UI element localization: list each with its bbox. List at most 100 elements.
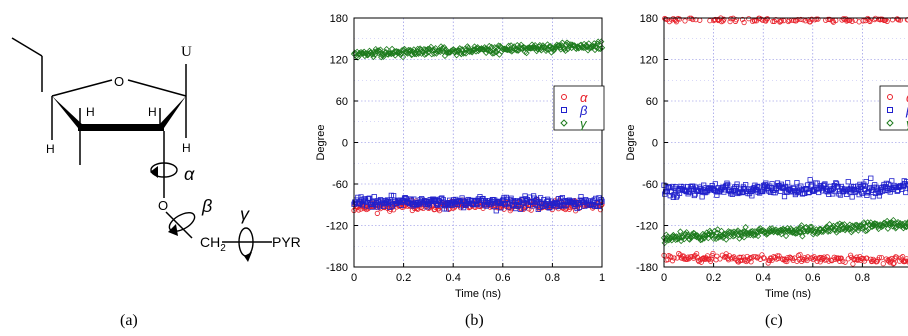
data-point <box>784 258 790 265</box>
data-point <box>729 191 736 197</box>
data-point <box>876 254 882 261</box>
data-point <box>464 43 471 50</box>
data-point <box>754 183 760 190</box>
data-point <box>886 181 892 187</box>
y-tick-label: 180 <box>640 13 658 25</box>
data-point <box>883 217 891 225</box>
data-point <box>904 219 908 226</box>
y-tick-label: -180 <box>326 262 348 274</box>
data-point <box>879 255 885 261</box>
data-point <box>710 235 717 242</box>
series-2 <box>661 175 908 200</box>
y-tick-label: 120 <box>330 55 348 67</box>
data-point <box>807 19 813 25</box>
data-point <box>662 189 669 195</box>
data-point <box>860 18 866 24</box>
data-point <box>842 259 848 265</box>
data-point <box>487 47 494 55</box>
base-label: U <box>181 44 192 60</box>
data-point <box>578 194 584 200</box>
data-point <box>865 189 872 195</box>
data-point <box>845 179 851 185</box>
alpha-rotation-arrow <box>150 162 178 178</box>
data-point <box>716 233 723 240</box>
data-point <box>889 223 896 230</box>
legend-label: γ <box>906 116 908 131</box>
legend-marker <box>560 119 568 127</box>
backbone-oxygen-label: O <box>158 198 168 213</box>
data-point <box>795 16 801 23</box>
data-point <box>838 255 844 261</box>
data-point <box>832 224 839 231</box>
data-point <box>785 255 791 261</box>
data-point <box>595 45 603 53</box>
data-point <box>411 196 417 202</box>
x-tick-label: 0 <box>661 272 667 284</box>
data-point <box>844 18 850 24</box>
data-point <box>813 230 821 237</box>
data-point <box>688 231 696 238</box>
data-point <box>708 258 714 264</box>
data-point <box>904 220 908 228</box>
data-point <box>769 227 777 234</box>
ring-bold-bottom <box>78 124 164 131</box>
data-point <box>782 232 790 240</box>
data-point <box>739 257 745 263</box>
data-point <box>753 254 759 260</box>
y-tick-label: 0 <box>652 138 658 150</box>
y-tick-label: -60 <box>642 179 658 191</box>
chart-panel-c: 0 0.2 0.4 0.6 0.8 180 120 60 0 -60 -120 -180 Time (n… <box>625 13 908 300</box>
data-point <box>676 250 682 257</box>
data-point <box>448 47 455 54</box>
alpha-arrowhead <box>150 166 158 178</box>
data-point <box>439 44 446 52</box>
data-point <box>868 223 875 230</box>
ring-bond <box>51 79 113 97</box>
data-point <box>735 231 742 239</box>
data-point <box>813 16 819 22</box>
data-point <box>685 191 691 197</box>
data-point <box>781 194 788 200</box>
backbone-bond <box>165 211 193 239</box>
data-point <box>399 46 406 54</box>
data-point <box>907 186 908 192</box>
data-point <box>886 185 893 191</box>
data-point <box>769 181 775 187</box>
data-point <box>778 18 784 24</box>
data-point <box>773 17 779 23</box>
data-point <box>712 16 718 23</box>
data-point <box>573 45 580 53</box>
data-point <box>884 18 890 24</box>
data-point <box>690 183 696 189</box>
data-point <box>805 182 811 188</box>
data-point <box>815 16 821 22</box>
data-point <box>752 18 758 24</box>
legend-label: γ <box>580 116 588 131</box>
data-point <box>593 195 599 202</box>
data-point <box>825 16 831 22</box>
data-point <box>545 43 553 50</box>
data-point <box>754 255 760 261</box>
x-tick-label: 0.6 <box>805 272 820 284</box>
series-3 <box>350 38 606 61</box>
data-point <box>670 231 677 239</box>
data-point <box>714 253 720 259</box>
x-tick-label: 0.6 <box>495 272 510 284</box>
data-point <box>717 256 723 262</box>
data-point <box>785 18 791 25</box>
data-point <box>849 18 855 24</box>
data-point <box>510 198 516 204</box>
y-tick-label: 60 <box>336 96 348 108</box>
legend: αβγ <box>553 85 605 131</box>
x-tick-label: 1 <box>599 272 605 284</box>
data-point <box>490 50 498 57</box>
data-point <box>670 194 676 200</box>
x-axis-label: Time (ns) <box>455 288 501 300</box>
data-point <box>741 19 747 26</box>
data-point <box>377 46 384 53</box>
data-point <box>566 206 572 212</box>
data-point <box>677 228 684 235</box>
data-point <box>785 180 791 186</box>
data-point <box>891 260 897 266</box>
data-point <box>850 261 856 267</box>
